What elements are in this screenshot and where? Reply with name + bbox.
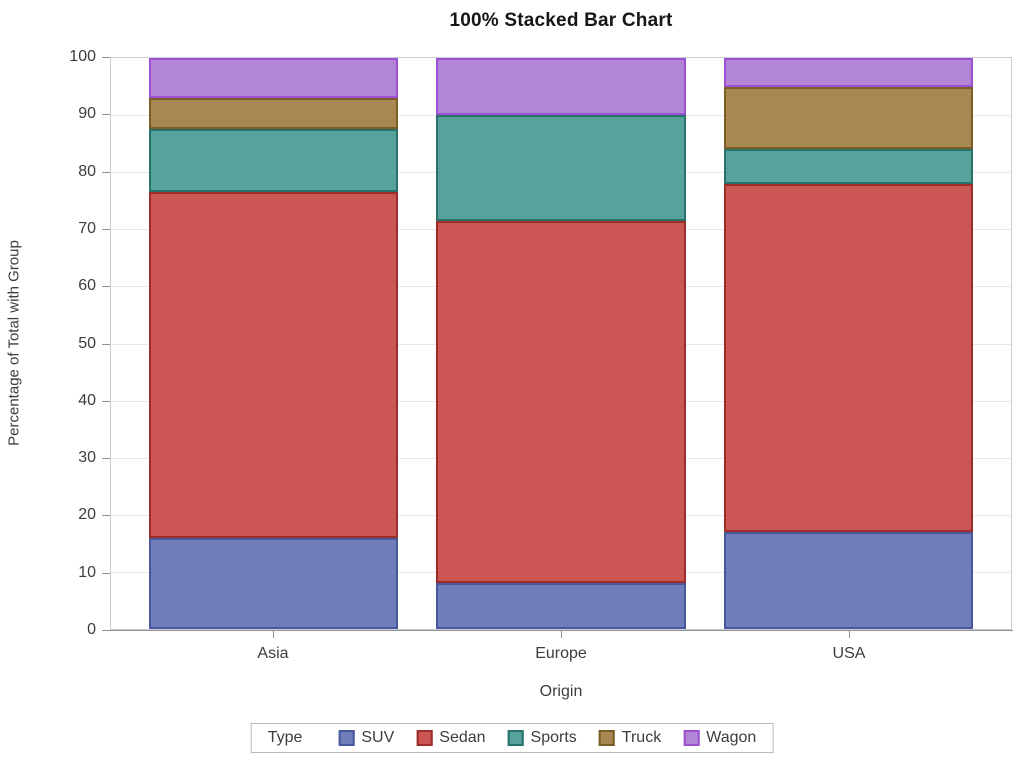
x-tick-mark-asia	[272, 631, 274, 638]
y-tick-label-0: 0	[87, 621, 96, 638]
segment-asia-truck	[148, 97, 399, 130]
segment-asia-sedan	[148, 192, 399, 538]
y-tick-label-80: 80	[78, 162, 96, 180]
segment-europe-wagon	[436, 58, 686, 116]
x-tick-label-asia: Asia	[257, 645, 289, 662]
segment-europe-sports	[436, 115, 686, 221]
legend-swatch-suv	[338, 730, 355, 746]
plot-area	[110, 57, 1012, 630]
legend: Type SUV Sedan Sports Truck Wagon	[250, 723, 774, 753]
segment-usa-truck	[723, 86, 974, 150]
y-axis-title: Percentage of Total with Group	[5, 240, 23, 446]
legend-swatch-wagon	[683, 730, 700, 746]
legend-item-sedan: Sedan	[416, 729, 486, 747]
segment-europe-suv	[436, 583, 686, 629]
legend-item-sports: Sports	[507, 729, 577, 747]
legend-title: Type	[267, 729, 303, 746]
y-tick-mark-80	[102, 171, 110, 173]
y-tick-label-70: 70	[78, 219, 96, 237]
y-tick-mark-40	[102, 400, 110, 402]
segment-usa-suv	[723, 531, 974, 629]
legend-item-suv: SUV	[338, 729, 394, 747]
legend-swatch-sedan	[416, 730, 433, 746]
y-tick-label-40: 40	[78, 391, 96, 409]
segment-usa-wagon	[723, 58, 974, 87]
x-axis-title: Origin	[539, 683, 583, 700]
y-tick-label-100: 100	[69, 48, 96, 65]
legend-items: SUV Sedan Sports Truck Wagon	[338, 729, 756, 747]
y-tick-label-30: 30	[78, 449, 96, 467]
y-tick-label-10: 10	[78, 563, 96, 581]
legend-label-suv: SUV	[361, 729, 395, 746]
legend-item-wagon: Wagon	[683, 729, 756, 747]
legend-label-sedan: Sedan	[439, 729, 486, 746]
segment-usa-sports	[723, 149, 974, 184]
segment-europe-sedan	[436, 220, 686, 584]
bars-layer	[111, 58, 1011, 629]
bar-europe	[436, 58, 686, 629]
segment-asia-suv	[148, 537, 399, 629]
x-axis-line	[110, 630, 1013, 631]
legend-item-truck: Truck	[598, 729, 662, 747]
y-tick-mark-20	[102, 515, 110, 517]
y-tick-mark-50	[102, 343, 110, 345]
x-tick-label-europe: Europe	[535, 645, 587, 662]
y-tick-mark-0	[102, 630, 110, 631]
bar-usa	[723, 58, 974, 629]
legend-swatch-sports	[507, 730, 524, 746]
x-tick-mark-europe	[561, 631, 562, 638]
legend-swatch-truck	[598, 730, 615, 746]
y-tick-label-20: 20	[78, 506, 96, 524]
segment-asia-sports	[148, 129, 399, 193]
y-tick-mark-90	[102, 114, 110, 116]
y-tick-label-50: 50	[78, 334, 96, 352]
y-tick-mark-100	[102, 57, 110, 58]
chart-title: 100% Stacked Bar Chart	[449, 10, 673, 31]
bar-asia	[148, 58, 399, 629]
y-tick-mark-30	[102, 458, 110, 460]
y-tick-mark-60	[102, 286, 110, 288]
y-tick-mark-70	[102, 228, 110, 230]
legend-label-truck: Truck	[621, 729, 662, 746]
segment-asia-wagon	[148, 58, 399, 98]
legend-label-wagon: Wagon	[706, 729, 757, 746]
legend-label-sports: Sports	[530, 729, 577, 746]
y-tick-label-60: 60	[78, 277, 96, 295]
x-tick-label-usa: USA	[832, 645, 866, 662]
y-tick-mark-10	[102, 572, 110, 574]
x-tick-mark-usa	[849, 631, 850, 638]
y-tick-label-90: 90	[78, 105, 96, 123]
segment-usa-sedan	[723, 183, 974, 532]
